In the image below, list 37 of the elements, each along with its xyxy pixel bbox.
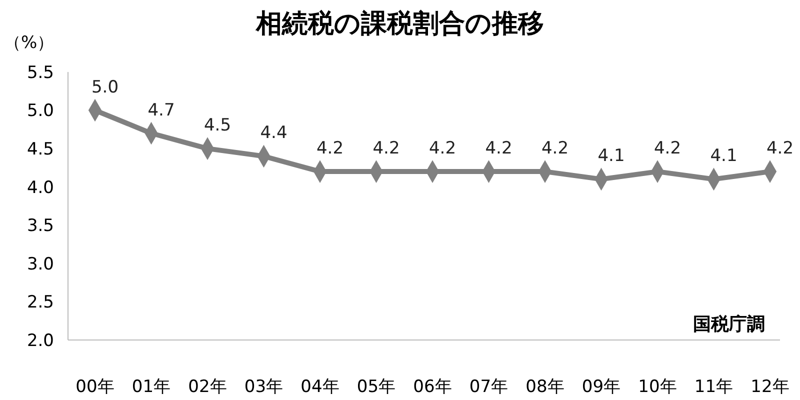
y-tick-label: 4.0 [26,178,54,198]
x-tick-label: 01年 [132,377,171,397]
data-label: 4.5 [204,116,232,136]
data-label: 4.4 [260,123,288,144]
x-tick-label: 06年 [413,377,452,397]
y-tick-label: 2.0 [26,330,54,351]
y-tick-label: 5.0 [26,101,54,122]
y-axis-title: （%） [4,33,54,53]
data-label: 4.2 [766,138,794,159]
y-tick-label: 2.5 [26,292,54,313]
data-label: 4.2 [428,138,456,159]
y-tick-label: 4.5 [26,140,54,160]
annotation: 国税庁調 [693,314,765,335]
data-label: 4.2 [654,138,682,159]
y-tick-label: 5.5 [26,62,54,83]
x-tick-label: 09年 [582,377,621,397]
data-label: 5.0 [91,77,119,98]
x-tick-label: 10年 [638,377,677,397]
x-tick-label: 11年 [694,377,734,397]
y-tick-label: 3.5 [26,216,54,236]
x-tick-label: 00年 [76,377,114,397]
x-tick-label: 04年 [300,377,340,397]
data-label: 4.2 [316,138,344,159]
x-tick-label: 05年 [356,377,396,397]
data-label: 4.2 [485,138,512,159]
x-tick-label: 12年 [750,377,790,397]
x-tick-label: 07年 [469,377,508,397]
x-tick-label: 02年 [188,377,227,397]
data-label: 4.7 [148,100,175,120]
chart-title: 相続税の課税割合の推移 [255,9,544,39]
y-tick-label: 3.0 [26,254,54,274]
data-label: 4.1 [710,146,738,166]
x-tick-label: 08年 [526,377,564,397]
data-label: 4.1 [598,146,625,166]
data-label: 4.2 [372,138,400,159]
data-label: 4.2 [541,138,569,159]
x-tick-label: 03年 [244,377,284,397]
